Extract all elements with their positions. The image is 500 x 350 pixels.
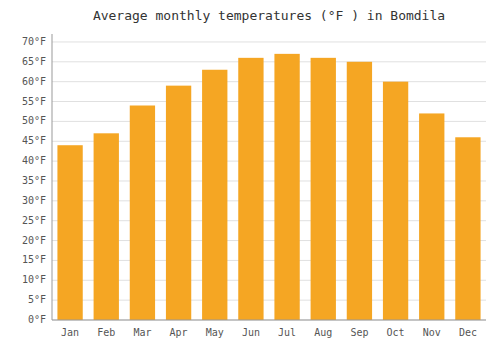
bar <box>419 113 444 320</box>
x-tick-labels: Jan Feb Mar Apr May Jun Jul Aug Sep Oct Nov Dec <box>61 327 477 338</box>
chart-container: 0°F 5°F 10°F 15°F 20°F 25°F 30°F 35°F 40°F 45°F 50… <box>0 0 500 350</box>
x-tick-label: Apr <box>170 327 188 338</box>
bar <box>238 58 263 320</box>
title: Average monthly temperatures (°F ) in Bo… <box>93 8 445 23</box>
y-axis-line <box>52 34 53 320</box>
y-tick-label: 70°F <box>22 36 46 47</box>
y-tick-label: 40°F <box>22 155 46 166</box>
bar <box>455 137 480 320</box>
x-tick-label: Jan <box>61 327 79 338</box>
y-tick-label: 20°F <box>22 235 46 246</box>
bar <box>347 62 372 320</box>
bar <box>57 145 82 320</box>
y-tick-labels: 0°F 5°F 10°F 15°F 20°F 25°F 30°F 35°F 40°F 45°F 50… <box>22 36 46 325</box>
x-tick-label: Jul <box>278 327 296 338</box>
y-tick-label: 65°F <box>22 56 46 67</box>
y-tick-label: 25°F <box>22 215 46 226</box>
y-tick-label: 0°F <box>28 314 46 325</box>
x-axis-line <box>52 320 486 321</box>
bars <box>57 54 480 320</box>
x-tick-label: Feb <box>97 327 115 338</box>
y-tick-label: 35°F <box>22 175 46 186</box>
x-tick-label: Dec <box>459 327 477 338</box>
y-tick-label: 5°F <box>28 294 46 305</box>
x-tick-label: Jun <box>242 327 260 338</box>
x-tick-label: May <box>206 327 224 338</box>
y-grid <box>52 42 486 320</box>
y-tick-label: 55°F <box>22 96 46 107</box>
x-tick-label: Nov <box>423 327 441 338</box>
x-tick-label: Oct <box>387 327 405 338</box>
chart: 0°F 5°F 10°F 15°F 20°F 25°F 30°F 35°F 40°F 45°F 50… <box>0 0 500 350</box>
grid-line <box>52 41 486 42</box>
x-tick-label: Mar <box>133 327 151 338</box>
y-tick-label: 30°F <box>22 195 46 206</box>
bar <box>130 106 155 321</box>
grid-line <box>52 61 486 62</box>
bar <box>94 133 119 320</box>
bar <box>166 86 191 320</box>
bar <box>274 54 299 320</box>
x-tick-label: Sep <box>350 327 368 338</box>
x-tick-label: Aug <box>314 327 332 338</box>
bar <box>202 70 227 320</box>
y-tick-label: 50°F <box>22 115 46 126</box>
y-tick-label: 45°F <box>22 135 46 146</box>
bar <box>311 58 336 320</box>
bar <box>383 82 408 320</box>
y-tick-label: 15°F <box>22 254 46 265</box>
grid-line <box>52 320 486 321</box>
grid-line <box>52 101 486 102</box>
grid-line <box>52 81 486 82</box>
y-tick-label: 60°F <box>22 76 46 87</box>
y-tick-label: 10°F <box>22 274 46 285</box>
